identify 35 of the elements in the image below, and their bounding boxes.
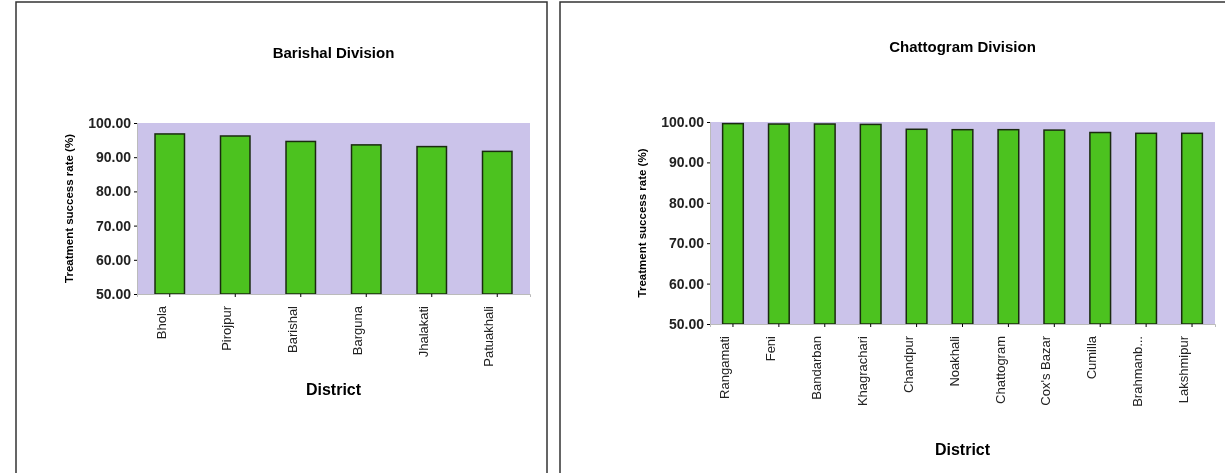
- chart-title: Barishal Division: [272, 44, 395, 61]
- y-tick-label: 90.00: [95, 149, 132, 166]
- x-tick-label: Cumilla: [1084, 335, 1100, 380]
- y-tick-label: 60.00: [668, 275, 705, 292]
- x-tick-label: Bhola: [153, 305, 169, 340]
- chart-title: Chattogram Division: [889, 38, 1036, 55]
- x-tick-label: Rangamati: [717, 335, 733, 399]
- y-tick-label: 100.00: [661, 113, 705, 130]
- x-tick-label: Noakhali: [946, 335, 962, 387]
- x-tick-label: Cox's Bazar: [1038, 335, 1054, 406]
- y-tick-label: 70.00: [668, 235, 705, 252]
- y-tick-label: 70.00: [95, 217, 132, 234]
- x-tick-label: Lakshmipur: [1176, 335, 1192, 404]
- y-axis-title: Treatment success rate (%): [636, 148, 648, 298]
- x-tick-label: Barishal: [284, 305, 300, 353]
- x-tick-label: Pirojpur: [219, 305, 235, 351]
- x-axis-title: District: [305, 381, 362, 398]
- y-tick-label: 80.00: [95, 183, 132, 200]
- x-tick-label: Brahmanb...: [1130, 336, 1146, 407]
- x-tick-label: Jhalakati: [415, 305, 431, 358]
- x-tick-label: Patuakhali: [481, 305, 497, 367]
- x-tick-label: Bandarban: [808, 336, 824, 400]
- x-tick-label: Feni: [762, 335, 778, 362]
- x-tick-label: Barguna: [350, 305, 366, 356]
- y-tick-label: 80.00: [668, 194, 705, 211]
- y-axis-title: Treatment success rate (%): [63, 133, 75, 283]
- y-tick-label: 50.00: [668, 315, 705, 332]
- x-axis-title: District: [934, 441, 991, 458]
- y-tick-label: 100.00: [88, 114, 132, 131]
- x-tick-label: Chattogram: [992, 336, 1008, 404]
- y-tick-label: 90.00: [668, 154, 705, 171]
- y-tick-label: 50.00: [95, 285, 132, 302]
- y-tick-label: 60.00: [95, 251, 132, 268]
- x-tick-label: Khagrachari: [854, 335, 870, 407]
- x-tick-label: Chandpur: [900, 335, 916, 394]
